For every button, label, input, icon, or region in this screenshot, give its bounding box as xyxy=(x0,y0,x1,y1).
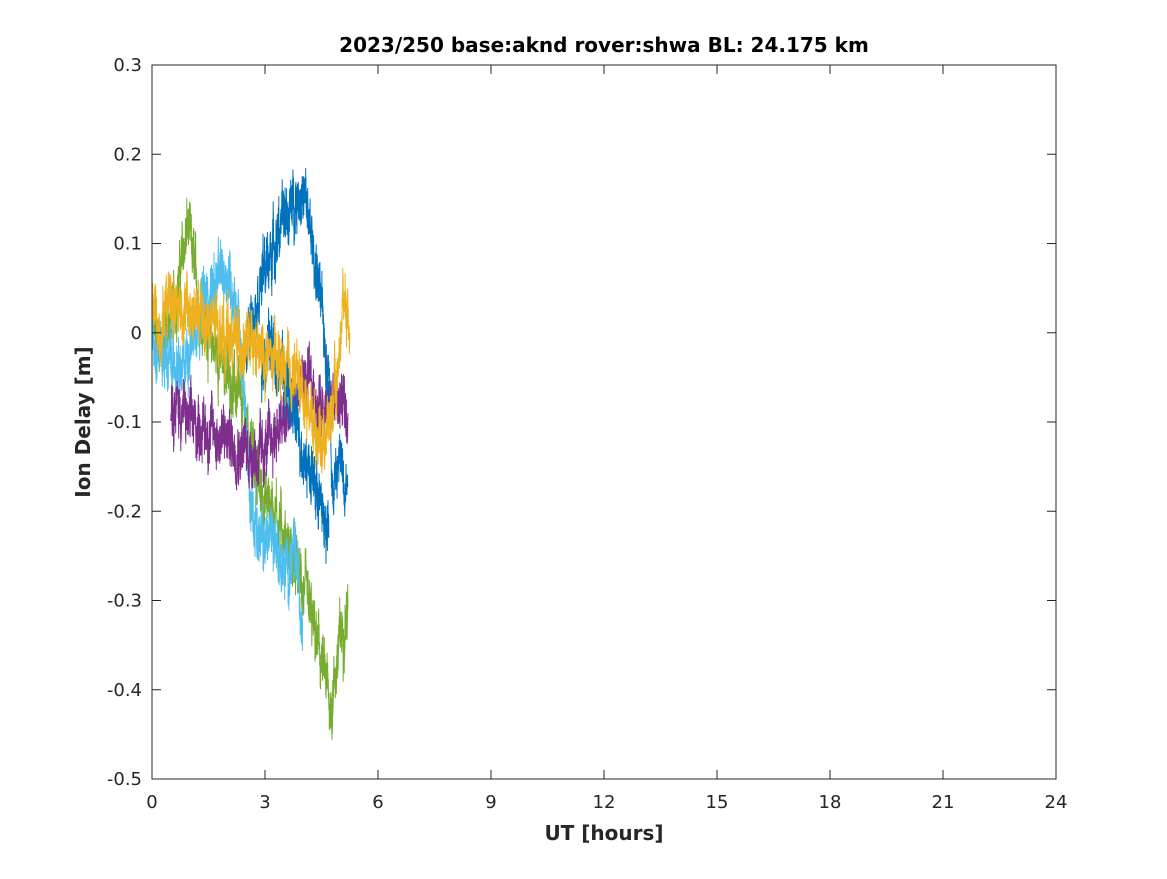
series-line-1 xyxy=(151,236,304,651)
series-line-3 xyxy=(245,168,349,517)
y-axis-label: Ion Delay [m] xyxy=(71,346,95,497)
y-tick-label: -0.1 xyxy=(107,412,142,433)
x-tick-label: 24 xyxy=(1045,792,1068,813)
x-tick-label: 15 xyxy=(706,792,729,813)
y-tick-label: -0.2 xyxy=(107,501,142,522)
y-tick-label: 0.3 xyxy=(113,55,142,76)
y-tick-label: -0.3 xyxy=(107,591,142,612)
y-tick-label: 0.1 xyxy=(113,234,142,255)
series-line-2 xyxy=(170,341,349,491)
tick-layer: 0 3 6 9 12 15 18 21 24 -0.5 -0.4 -0.3 -0.2 -0.1 0 0.1 0.… xyxy=(107,55,1068,813)
x-tick-label: 9 xyxy=(485,792,496,813)
x-tick-label: 12 xyxy=(593,792,616,813)
x-tick-label: 6 xyxy=(372,792,383,813)
x-tick-label: 3 xyxy=(259,792,270,813)
chart-title: 2023/250 base:aknd rover:shwa BL: 24.175… xyxy=(339,33,869,57)
x-tick-label: 0 xyxy=(146,792,157,813)
series-line-5 xyxy=(151,267,351,474)
series-layer xyxy=(151,168,351,740)
y-tick-label: -0.4 xyxy=(107,680,142,701)
y-tick-label: 0 xyxy=(131,323,142,344)
x-tick-label: 18 xyxy=(819,792,842,813)
x-axis-label: UT [hours] xyxy=(544,821,663,845)
plot-box xyxy=(151,64,1057,780)
y-tick-label: -0.5 xyxy=(107,769,142,790)
y-tick-label: 0.2 xyxy=(113,144,142,165)
x-tick-label: 21 xyxy=(932,792,955,813)
